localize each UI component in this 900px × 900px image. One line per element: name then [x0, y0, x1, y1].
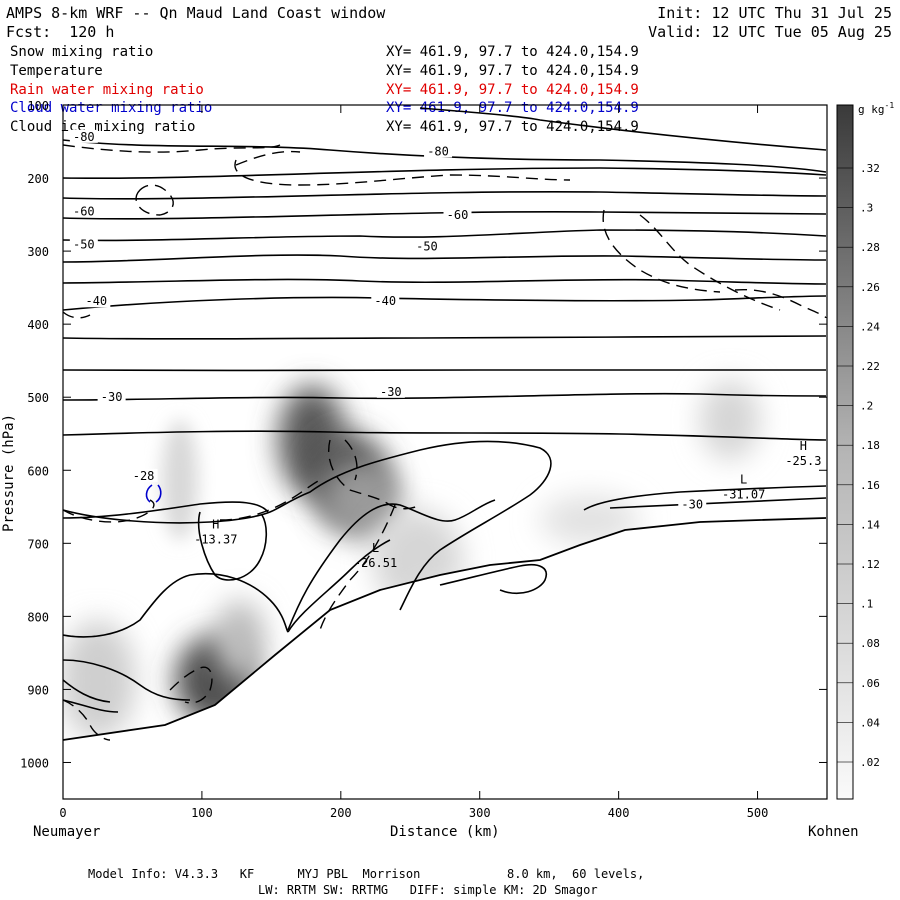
y-tick-label: 700 [27, 537, 49, 551]
snow-shading [63, 380, 760, 740]
contour-label: -40 [85, 294, 107, 308]
contour-label-bg [443, 208, 472, 222]
contour-label-bg [371, 294, 400, 308]
contour-label-bg [678, 497, 707, 511]
contour-label: -30 [681, 497, 703, 511]
contour-label-bg [412, 239, 441, 253]
colorbar: .32 .3 .28 .26 .24 .22 .2 .18 .16 .14 .12 .1 .08 .06.… [836, 101, 894, 800]
colorbar-tick-label: .2 [860, 400, 873, 413]
extremum-mark: H [212, 518, 219, 532]
colorbar-tick-label: .06 [860, 677, 880, 690]
colorbar-tick-label: .3 [860, 202, 873, 215]
y-tick-label: 500 [27, 391, 49, 405]
forecast-hour: Fcst: 120 h [6, 23, 115, 41]
colorbar-ticks: .32 .3 .28 .26 .24 .22 .2 .18 .16 .14 .12 .1 .08 .06.… [837, 162, 880, 769]
field-name-cloud-water: Cloud water mixing ratio [10, 100, 213, 116]
colorbar-tick-label: .02 [860, 756, 880, 769]
x-tick-label: 0 [59, 806, 66, 820]
model-physics: LW: RRTM SW: RRTMG DIFF: simple KM: 2D S… [258, 883, 598, 897]
contour-label-bg [97, 389, 126, 403]
extremum-value: -13.37 [194, 533, 237, 547]
colorbar-tick-label: .1 [860, 598, 873, 611]
endpoint-left: Neumayer [33, 824, 101, 840]
x-axis: 0 100 200 300 400 500 [59, 105, 768, 820]
contour-label: -60 [447, 208, 469, 222]
contour-label: -50 [416, 239, 438, 253]
y-axis-title: Pressure (hPa) [1, 413, 18, 533]
field-name-rain: Rain water mixing ratio [10, 82, 204, 98]
field-name-cloud-ice: Cloud ice mixing ratio [10, 119, 196, 135]
field-name-snow: Snow mixing ratio [10, 44, 154, 60]
contour-label-bg [376, 384, 405, 398]
colorbar-tick-label: .26 [860, 281, 880, 294]
x-tick-label: 300 [469, 806, 491, 820]
colorbar-tick-label: .22 [860, 360, 880, 373]
contour-label: -30 [101, 390, 123, 404]
y-tick-label: 600 [27, 464, 49, 478]
y-tick-label: 100 [27, 99, 49, 113]
contour-label-bg [69, 129, 98, 143]
extremum-mark: L [372, 541, 379, 555]
y-axis: 100 200 300 400 500 600 700 800 900 1000 [20, 99, 827, 770]
colorbar-tick-label: .28 [860, 241, 880, 254]
extremum-mark: H [800, 439, 807, 453]
ground-line [62, 517, 827, 741]
field-xy-cloud-water: XY= 461.9, 97.7 to 424.0,154.9 [386, 100, 639, 116]
contour-label: -50 [73, 237, 95, 251]
contour-label: -60 [73, 204, 95, 218]
colorbar-tick-label: .24 [860, 320, 880, 333]
extremum-value: -25.3 [785, 454, 821, 468]
contour-label-bg [129, 468, 158, 482]
field-xy-snow: XY= 461.9, 97.7 to 424.0,154.9 [386, 44, 639, 60]
y-tick-label: 900 [27, 683, 49, 697]
endpoint-right: Kohnen [808, 824, 859, 840]
y-tick-label: 200 [27, 172, 49, 186]
contour-label: -80 [73, 130, 95, 144]
colorbar-tick-label: .04 [860, 716, 880, 729]
cloud-water-contour [145, 484, 162, 503]
colorbar-tick-label: .32 [860, 162, 880, 175]
contour-label-bg [424, 144, 453, 158]
x-tick-label: 500 [747, 806, 769, 820]
contour-label: -28 [133, 469, 155, 483]
plot-frame [62, 104, 828, 800]
field-name-temperature: Temperature [10, 63, 103, 79]
colorbar-tick-label: .16 [860, 479, 880, 492]
init-time: Init: 12 UTC Thu 31 Jul 25 [657, 4, 892, 22]
cloud-ice-contours [63, 144, 827, 741]
field-xy-rain: XY= 461.9, 97.7 to 424.0,154.9 [386, 82, 639, 98]
y-tick-label: 400 [27, 318, 49, 332]
extrema-marks: H-13.37L-26.51L-31.07H-25.3 [194, 439, 821, 570]
model-info: Model Info: V4.3.3 KF MYJ PBL Morrison 8… [88, 867, 645, 881]
extremum-value: -31.07 [722, 487, 765, 501]
extremum-value: -26.51 [354, 556, 397, 570]
colorbar-tick-label: .08 [860, 637, 880, 650]
contour-label-bg [82, 294, 111, 308]
terrain [63, 518, 826, 799]
chart-title: AMPS 8-km WRF -- Qn Maud Land Coast wind… [6, 4, 386, 22]
x-axis-title: Distance (km) [390, 824, 500, 840]
y-tick-label: 800 [27, 610, 49, 624]
colorbar-tick-label: .12 [860, 558, 880, 571]
valid-time: Valid: 12 UTC Tue 05 Aug 25 [648, 23, 892, 41]
y-tick-label: 300 [27, 245, 49, 259]
colorbar-tick-label: .18 [860, 439, 880, 452]
contour-label: -30 [380, 385, 402, 399]
colorbar-unit: g kg-1 [858, 101, 894, 116]
contour-label: -80 [427, 144, 449, 158]
contour-labels: -80 -80 -60 -60 -50 -50 -40 -40 -30 -30 -30 -28 [69, 129, 707, 511]
field-xy-temperature: XY= 461.9, 97.7 to 424.0,154.9 [386, 63, 639, 79]
x-tick-label: 200 [330, 806, 352, 820]
extremum-mark: L [740, 472, 747, 486]
contour-label-bg [69, 204, 98, 218]
x-tick-label: 400 [608, 806, 630, 820]
contour-label: -40 [374, 294, 396, 308]
colorbar-tick-label: .14 [860, 518, 880, 531]
contour-label-bg [69, 237, 98, 251]
y-tick-label: 1000 [20, 756, 49, 770]
x-tick-label: 100 [191, 806, 213, 820]
temperature-contours [63, 107, 827, 713]
